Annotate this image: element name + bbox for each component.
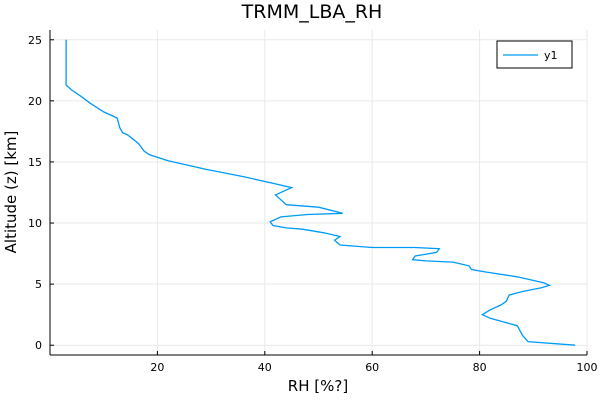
legend-label-y1: y1 — [544, 49, 558, 62]
x-tick-label: 40 — [258, 361, 272, 374]
x-tick-label: 100 — [577, 361, 598, 374]
y-tick-label: 15 — [28, 156, 42, 169]
y-axis-label: Altitude (z) [km] — [2, 131, 20, 254]
x-axis-label: RH [%?] — [288, 377, 348, 395]
y-tick-label: 0 — [35, 339, 42, 352]
chart-title: TRMM_LBA_RH — [241, 1, 383, 23]
y-ticks: 0 5 10 15 20 25 — [28, 34, 54, 352]
y-tick-label: 20 — [28, 95, 42, 108]
x-tick-label: 80 — [473, 361, 487, 374]
legend: y1 — [496, 40, 573, 69]
x-tick-label: 20 — [150, 361, 164, 374]
x-tick-label: 60 — [365, 361, 379, 374]
y-tick-label: 10 — [28, 217, 42, 230]
y-tick-label: 25 — [28, 34, 42, 47]
y-tick-label: 5 — [35, 278, 42, 291]
grid — [50, 30, 588, 355]
series-y1-line — [65, 39, 576, 346]
x-ticks: 20 40 60 80 100 — [150, 351, 598, 374]
